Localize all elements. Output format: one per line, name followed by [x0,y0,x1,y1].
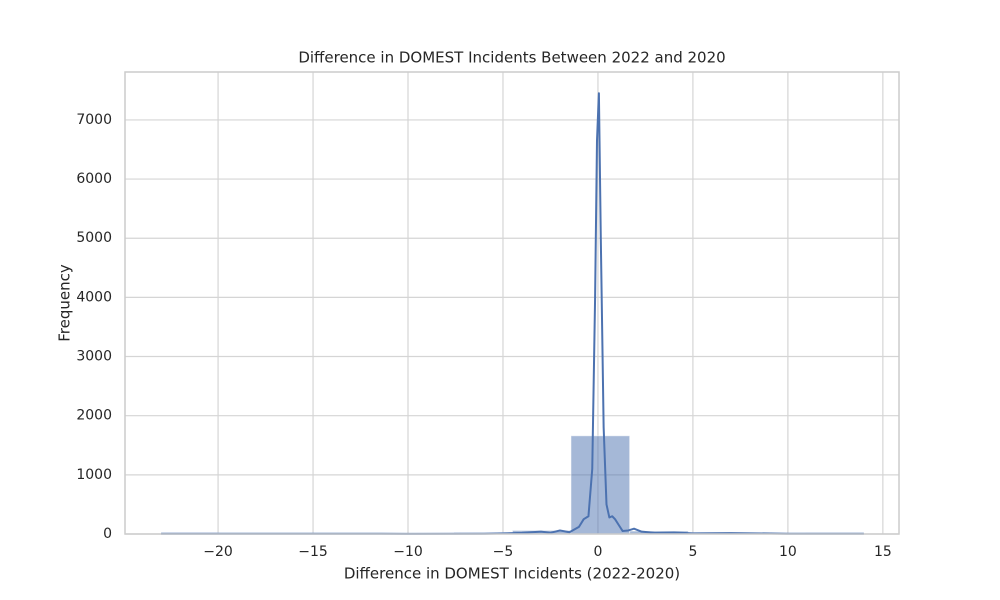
x-tick-label: 15 [874,544,892,560]
y-tick-label: 2000 [76,408,112,424]
x-tick-label: −5 [493,544,514,560]
y-tick-label: 4000 [76,289,112,305]
x-tick-label: 10 [779,544,797,560]
x-tick-label: 5 [688,544,697,560]
plot-frame [124,71,900,535]
x-tick-label: 0 [593,544,602,560]
x-tick-label: −15 [298,544,328,560]
chart-title: Difference in DOMEST Incidents Between 2… [298,49,725,67]
kde-line [161,92,864,535]
y-tick-label: 6000 [76,171,112,187]
x-tick-label: −20 [203,544,233,560]
y-tick-label: 3000 [76,349,112,365]
histogram-bar [570,435,631,535]
x-tick-label: −10 [393,544,423,560]
y-tick-label: 0 [103,526,112,542]
y-tick-label: 5000 [76,230,112,246]
x-axis-label: Difference in DOMEST Incidents (2022-202… [344,565,680,583]
y-axis-label: Frequency [56,264,74,342]
y-tick-label: 7000 [76,112,112,128]
y-tick-label: 1000 [76,467,112,483]
